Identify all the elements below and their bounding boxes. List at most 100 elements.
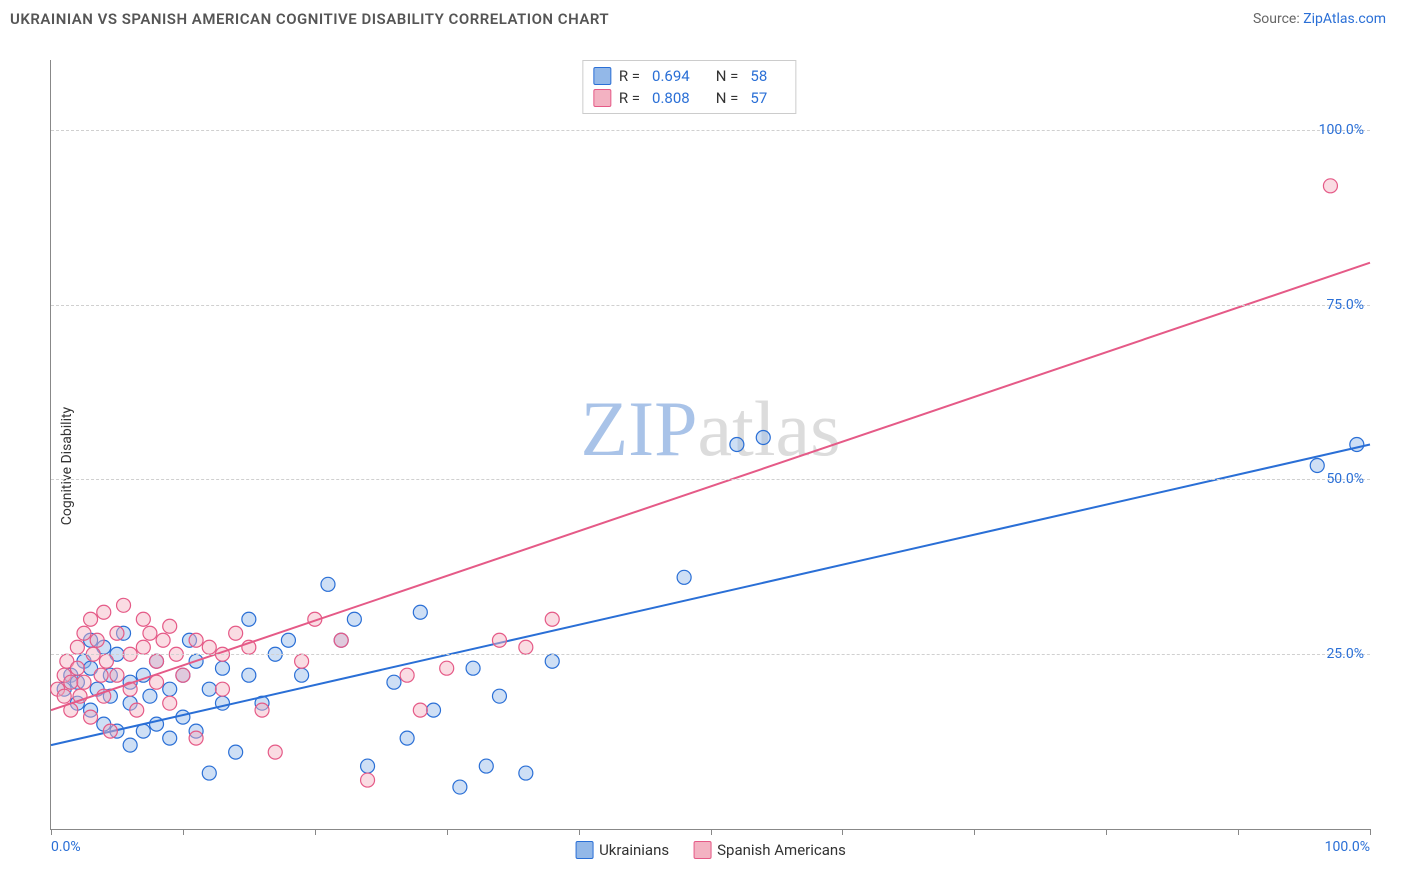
data-point xyxy=(202,682,216,696)
xtick xyxy=(1238,829,1239,835)
data-point xyxy=(268,745,282,759)
data-point xyxy=(143,626,157,640)
gridline-h xyxy=(51,654,1370,655)
xtick xyxy=(974,829,975,835)
data-point xyxy=(1323,179,1337,193)
data-point xyxy=(163,696,177,710)
chart-container: Cognitive Disability ZIPatlas R =0.694N … xyxy=(0,40,1406,892)
r-value: 0.694 xyxy=(652,67,690,85)
legend-stats-row: R = 0.694 N = 58 xyxy=(593,65,785,87)
data-point xyxy=(255,703,269,717)
data-point xyxy=(77,626,91,640)
xtick xyxy=(711,829,712,835)
data-point xyxy=(453,780,467,794)
data-point xyxy=(229,745,243,759)
data-point xyxy=(492,633,506,647)
data-point xyxy=(440,661,454,675)
xtick xyxy=(842,829,843,835)
data-point xyxy=(215,682,229,696)
chart-title: UKRAINIAN VS SPANISH AMERICAN COGNITIVE … xyxy=(10,10,609,28)
data-point xyxy=(150,675,164,689)
source-link[interactable]: ZipAtlas.com xyxy=(1303,11,1386,27)
data-point xyxy=(189,633,203,647)
data-point xyxy=(176,668,190,682)
xtick xyxy=(51,829,52,835)
data-point xyxy=(156,633,170,647)
data-point xyxy=(242,612,256,626)
n-value: 58 xyxy=(750,67,767,85)
legend-stats-row: R = 0.808 N = 57 xyxy=(593,87,785,109)
data-point xyxy=(117,598,131,612)
legend-swatch xyxy=(693,841,711,859)
data-point xyxy=(545,612,559,626)
data-point xyxy=(545,654,559,668)
data-point xyxy=(229,626,243,640)
data-point xyxy=(70,640,84,654)
xtick-label-left: 0.0% xyxy=(51,839,81,855)
gridline-h xyxy=(51,305,1370,306)
data-point xyxy=(97,605,111,619)
data-point xyxy=(70,661,84,675)
data-point xyxy=(64,675,78,689)
data-point xyxy=(202,766,216,780)
xtick-label-right: 100.0% xyxy=(1325,839,1370,855)
data-point xyxy=(136,640,150,654)
xtick xyxy=(1106,829,1107,835)
data-point xyxy=(189,731,203,745)
data-point xyxy=(57,689,71,703)
data-point xyxy=(94,668,108,682)
plot-svg xyxy=(51,60,1370,829)
data-point xyxy=(163,682,177,696)
data-point xyxy=(361,759,375,773)
n-value: 57 xyxy=(750,89,767,107)
data-point xyxy=(400,731,414,745)
data-point xyxy=(110,668,124,682)
r-value: 0.808 xyxy=(652,89,690,107)
data-point xyxy=(413,703,427,717)
data-point xyxy=(123,738,137,752)
data-point xyxy=(77,675,91,689)
data-point xyxy=(295,654,309,668)
r-label: R = xyxy=(619,89,640,107)
legend-series-item: Ukrainians xyxy=(575,841,669,859)
data-point xyxy=(519,766,533,780)
source-credit: Source: ZipAtlas.com xyxy=(1253,11,1386,27)
data-point xyxy=(387,675,401,689)
data-point xyxy=(334,633,348,647)
data-point xyxy=(150,654,164,668)
data-point xyxy=(84,612,98,626)
data-point xyxy=(479,759,493,773)
trend-line xyxy=(51,263,1370,710)
data-point xyxy=(756,431,770,445)
r-label: R = xyxy=(619,67,640,85)
data-point xyxy=(110,626,124,640)
data-point xyxy=(361,773,375,787)
data-point xyxy=(1310,458,1324,472)
legend-stats: R = 0.694 N = 58 R = 0.808 N = 57 xyxy=(582,60,796,114)
data-point xyxy=(136,724,150,738)
n-label: N = xyxy=(716,67,739,85)
data-point xyxy=(466,661,480,675)
data-point xyxy=(413,605,427,619)
legend-series-label: Ukrainians xyxy=(599,841,669,859)
data-point xyxy=(84,710,98,724)
legend-series-label: Spanish Americans xyxy=(717,841,846,859)
ytick-label: 25.0% xyxy=(1326,646,1364,662)
gridline-h xyxy=(51,130,1370,131)
n-label: N = xyxy=(716,89,739,107)
data-point xyxy=(427,703,441,717)
data-point xyxy=(99,654,113,668)
data-point xyxy=(242,668,256,682)
data-point xyxy=(347,612,361,626)
data-point xyxy=(492,689,506,703)
xtick xyxy=(315,829,316,835)
source-label: Source: xyxy=(1253,11,1300,27)
xtick xyxy=(447,829,448,835)
data-point xyxy=(143,689,157,703)
legend-swatch xyxy=(593,89,611,107)
data-point xyxy=(163,619,177,633)
legend-series: Ukrainians Spanish Americans xyxy=(575,841,846,859)
data-point xyxy=(103,724,117,738)
ytick-label: 50.0% xyxy=(1326,471,1364,487)
xtick xyxy=(183,829,184,835)
